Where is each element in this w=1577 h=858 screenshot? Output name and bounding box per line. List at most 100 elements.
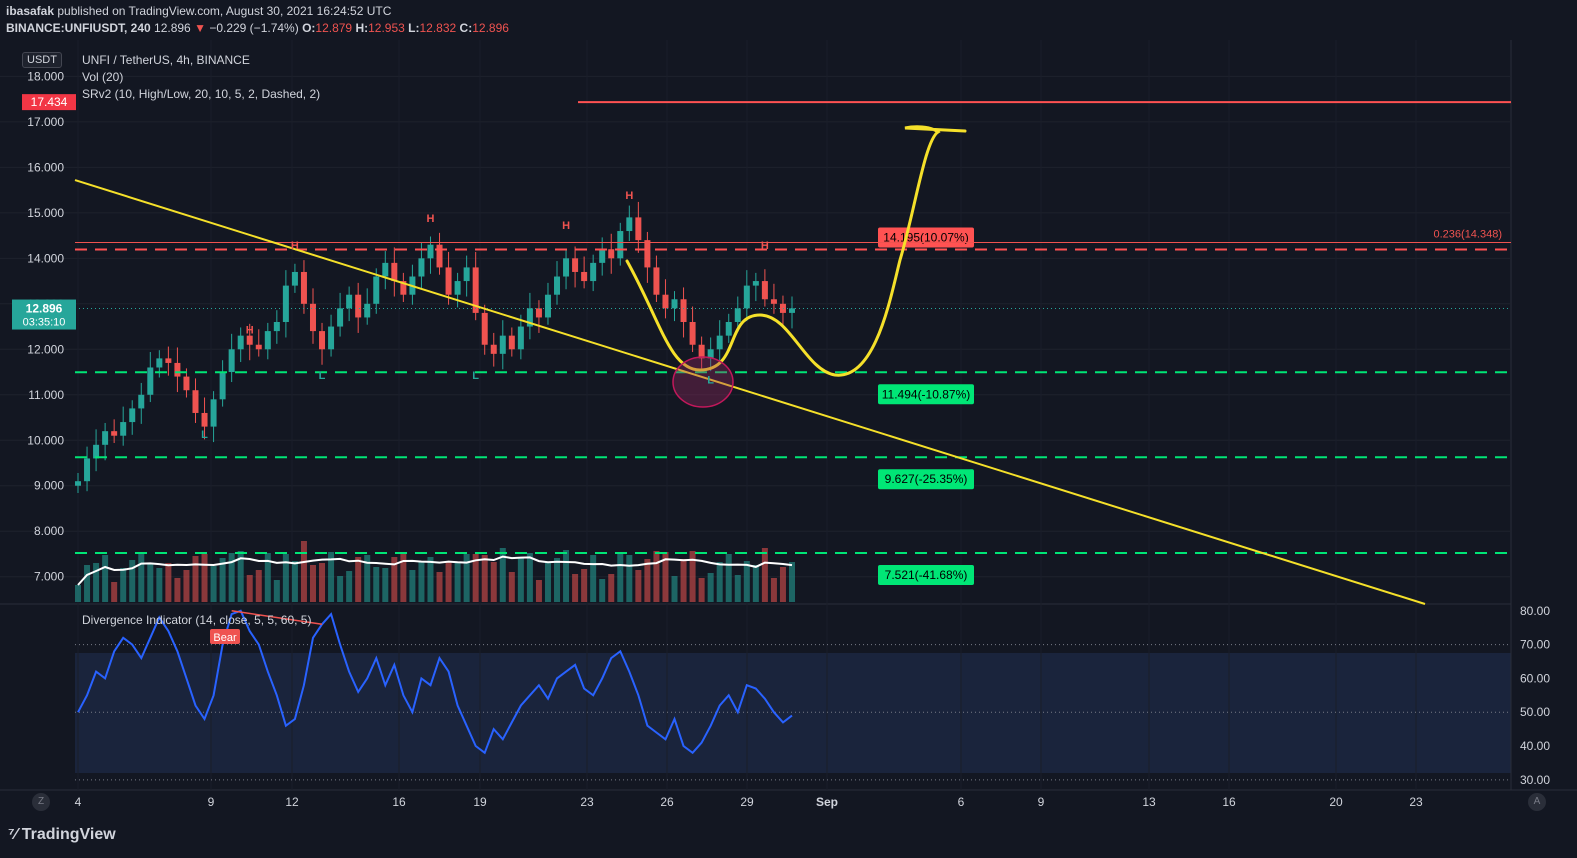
volume-bar (743, 561, 750, 602)
volume-bar (409, 570, 416, 602)
time-tick: 16 (1222, 795, 1236, 809)
axes: 18.00017.00016.00015.00014.00013.00012.0… (12, 69, 1550, 809)
volume-bar (698, 578, 705, 602)
volume-bar (138, 552, 145, 602)
candle-body (445, 267, 452, 295)
volume-bar (93, 563, 100, 602)
volume-bar (156, 568, 163, 602)
zoom-toggle-button[interactable]: Z (32, 793, 50, 811)
volume-bar (364, 555, 371, 602)
oscillator-tick: 50.00 (1520, 705, 1550, 719)
volume-bar (680, 559, 687, 602)
legend-srv2[interactable]: SRv2 (10, High/Low, 20, 10, 5, 2, Dashed… (82, 87, 321, 101)
candle-body (418, 258, 425, 277)
candle-body (707, 349, 714, 359)
volume-bar (770, 578, 777, 602)
candle-body (93, 444, 100, 459)
oscillator-tick: 70.00 (1520, 638, 1550, 652)
candle-body (499, 335, 506, 354)
volume-bar (346, 571, 353, 602)
volume-bar (273, 580, 280, 602)
volume-bar (111, 582, 118, 602)
volume-bar (554, 558, 561, 602)
volume-bar (355, 557, 362, 602)
volume-bar (563, 550, 570, 602)
volume-bar (246, 575, 253, 602)
legend-title[interactable]: UNFI / TetherUS, 4h, BINANCE (82, 53, 250, 67)
oscillator: Bear (75, 609, 1511, 781)
volume-bar (373, 567, 380, 602)
candle-body (644, 240, 651, 268)
last-price: 12.896 (154, 21, 191, 35)
target-price-text: 17.434 (31, 95, 68, 109)
candle-body (535, 308, 542, 318)
candle-body (779, 303, 786, 313)
volume-bar (84, 565, 91, 602)
oscillator-tick: 60.00 (1520, 671, 1550, 685)
candle-body (273, 322, 280, 332)
candle-body (291, 271, 298, 286)
auto-scale-button[interactable]: A (1528, 793, 1546, 811)
srv2-levels: 14.195(10.07%)11.494(-10.87%)9.627(-25.3… (75, 101, 1511, 586)
time-tick: 12 (285, 795, 299, 809)
pivot-labels: H L H L H L H H L H (201, 190, 769, 441)
volume-bar (418, 562, 425, 602)
change-arrow-icon: ▼ (194, 21, 206, 35)
candle-body (626, 217, 633, 232)
volume-bar (490, 562, 497, 602)
candle-body (183, 376, 190, 391)
candle-body (102, 431, 109, 445)
volume-bar (228, 553, 235, 602)
volume-bar (174, 578, 181, 602)
publish-line: ibasafak published on TradingView.com, A… (6, 4, 391, 18)
projection-drawing (625, 125, 967, 377)
price-tick: 11.000 (28, 388, 64, 402)
candle-body (328, 326, 335, 350)
level-badge (878, 565, 974, 586)
candle-body (472, 267, 479, 313)
candle-body (255, 344, 262, 350)
volume-bar (282, 554, 289, 602)
legend-divergence[interactable]: Divergence Indicator (14, close, 5, 5, 6… (82, 613, 312, 627)
candle-body (716, 335, 723, 350)
volume-bar (752, 565, 759, 602)
volume-bar (599, 579, 606, 602)
volume-bar (382, 568, 389, 602)
candle-body (391, 262, 398, 282)
candle-body (662, 294, 669, 309)
volume-bar (391, 557, 398, 602)
time-tick: 29 (740, 795, 754, 809)
candle-body (599, 249, 606, 263)
tradingview-brand: TradingView (21, 826, 116, 843)
currency-button[interactable]: USDT (22, 52, 62, 68)
candle-body (129, 408, 136, 423)
oscillator-line (77, 609, 793, 755)
volume-bar (454, 562, 461, 602)
candle-body (346, 294, 353, 309)
level-label: 7.521(-41.68%) (885, 568, 968, 582)
price-tick: 9.000 (34, 479, 64, 493)
time-tick: 4 (75, 795, 82, 809)
volume-bar (120, 568, 127, 602)
volume-bar (300, 541, 307, 602)
candle-body (671, 299, 678, 309)
candle-body (761, 281, 768, 300)
volume-bar (635, 570, 642, 602)
legend-volume[interactable]: Vol (20) (82, 70, 124, 84)
pivot-low-label: L (707, 374, 714, 386)
candle-body (752, 281, 759, 286)
volume-bar (264, 553, 271, 602)
candle-body (680, 299, 687, 322)
time-tick: 9 (208, 795, 215, 809)
volume-bar (734, 575, 741, 602)
volume-bar (319, 563, 326, 602)
volume-bar (255, 570, 262, 602)
candle-body (156, 358, 163, 368)
pivot-low-label: L (319, 370, 326, 382)
volume-bar (328, 552, 335, 602)
close-value: 12.896 (472, 21, 509, 35)
candle-body (210, 399, 217, 427)
candlesticks (75, 201, 795, 494)
low-label: L: (408, 21, 420, 35)
